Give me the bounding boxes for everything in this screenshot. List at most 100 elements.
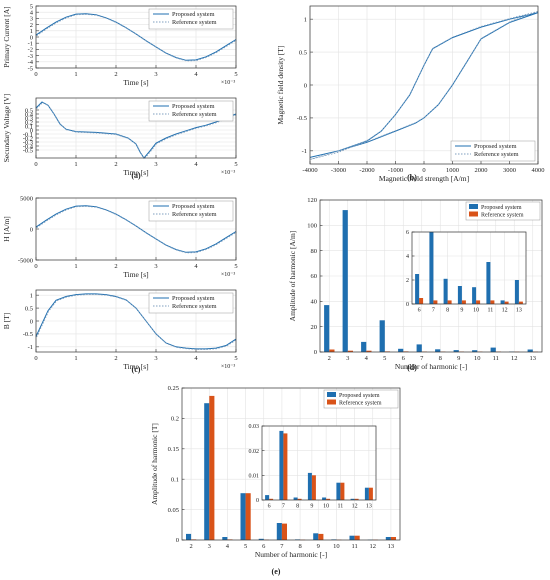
- y-tick-label: 0.2: [171, 416, 179, 423]
- bar-reference-h9: [461, 300, 466, 304]
- bar-proposed-h5: [379, 320, 385, 352]
- panel-label: (b): [407, 173, 417, 182]
- y-axis-label: B [T]: [2, 313, 11, 329]
- y-tick-label: -0.3: [23, 139, 33, 146]
- x-tick-label: 6: [418, 308, 421, 314]
- y-tick-label: 0: [30, 34, 33, 41]
- bar-proposed-h9: [453, 350, 459, 352]
- bar-reference-h5: [245, 493, 251, 540]
- x-scale-exponent: ×10⁻³: [221, 170, 236, 176]
- y-tick-label: -5000: [18, 257, 33, 264]
- bar-reference-h7: [281, 523, 287, 540]
- series-line-proposed: [35, 293, 237, 350]
- legend-box: [148, 200, 234, 222]
- x-tick-label: 8: [298, 543, 301, 550]
- y-tick-label: 0.02: [249, 449, 260, 455]
- x-tick-label: 2: [114, 355, 117, 362]
- y-axis-label: Secundary Voltage [V]: [2, 94, 11, 162]
- plot-frame: [319, 199, 543, 353]
- bar-reference-h8: [447, 300, 452, 304]
- x-tick-label: 10: [473, 308, 479, 314]
- x-scale-exponent: ×10⁻³: [221, 272, 236, 278]
- bar-proposed-h10: [322, 497, 327, 500]
- series-line-reference: [36, 13, 237, 62]
- bar-proposed-h8: [293, 497, 298, 500]
- legend-label: Reference system: [172, 111, 217, 118]
- x-tick-label: 6: [402, 355, 406, 362]
- y-tick-label: 1: [30, 292, 33, 299]
- bar-reference-h9: [311, 475, 316, 500]
- legend-label: Reference system: [172, 19, 217, 26]
- inset-area: [412, 232, 526, 304]
- bar-proposed-h9: [307, 472, 312, 500]
- y-tick-label: 0.03: [249, 424, 260, 430]
- legend-label: Reference system: [481, 212, 524, 219]
- x-tick-label: 13: [366, 504, 372, 510]
- bar-reference-h7: [433, 300, 438, 304]
- legend-label: Reference system: [172, 211, 217, 218]
- x-axis-label: Number of harmonic [-]: [395, 362, 467, 371]
- legend-box: [148, 8, 234, 30]
- series-line-reference: [36, 294, 237, 350]
- plot-frame: [181, 387, 401, 541]
- x-tick-label: -4000: [302, 167, 317, 174]
- y-tick-label: -4: [28, 59, 34, 66]
- bar-reference-h13: [368, 487, 373, 500]
- bar-reference-h6: [419, 298, 424, 304]
- bar-reference-h3: [347, 350, 353, 352]
- y-tick-label: -0.5: [297, 115, 307, 122]
- legend-label: Proposed system: [172, 103, 215, 110]
- x-tick-label: 8: [439, 355, 442, 362]
- inset-frame: [261, 425, 377, 501]
- y-tick-label: 120: [307, 197, 317, 204]
- y-tick-label: 0: [30, 318, 33, 325]
- x-tick-label: 11: [487, 308, 493, 314]
- legend-label: Reference system: [339, 400, 382, 407]
- y-tick-label: 4: [406, 254, 409, 260]
- bar-reference-h13: [390, 537, 396, 540]
- y-axis-label: Primary Current [A]: [2, 6, 11, 67]
- y-tick-label: -3: [28, 53, 33, 60]
- x-tick-label: 0: [34, 355, 37, 362]
- x-scale-exponent: ×10⁻³: [221, 364, 236, 370]
- y-tick-label: -5: [28, 65, 33, 72]
- x-tick-label: 5: [383, 355, 386, 362]
- y-axis-label: H [A/m]: [2, 216, 11, 242]
- x-tick-label: 11: [337, 504, 343, 510]
- x-tick-label: 11: [493, 355, 499, 362]
- y-tick-label: -1: [28, 344, 33, 351]
- y-tick-label: -0.2: [23, 135, 33, 142]
- y-tick-label: 1: [304, 16, 307, 23]
- bar-proposed-h7: [279, 430, 284, 500]
- x-tick-label: 3: [154, 161, 157, 168]
- y-tick-label: 0.5: [25, 107, 33, 114]
- y-tick-label: 0.15: [168, 446, 179, 453]
- bar-proposed-h9: [457, 286, 462, 304]
- series-line-reference: [36, 102, 237, 160]
- series-line-reference: [310, 10, 539, 160]
- legend-label: Proposed system: [172, 203, 215, 210]
- bar-proposed-h10: [472, 287, 477, 304]
- x-tick-label: 6: [262, 543, 266, 550]
- legend-box: [323, 389, 399, 409]
- y-axis-label: Magnetic field density [T]: [276, 46, 285, 125]
- x-tick-label: -1000: [388, 167, 403, 174]
- x-tick-label: 5: [234, 263, 237, 270]
- bar-proposed-h12: [350, 498, 355, 500]
- y-tick-label: 20: [311, 324, 318, 331]
- x-tick-label: 0: [34, 161, 37, 168]
- bar-proposed-h2: [186, 533, 192, 540]
- bar-reference-h8: [297, 498, 302, 500]
- y-tick-label: 0: [256, 498, 259, 504]
- bar-reference-h12: [354, 498, 359, 500]
- bar-reference-h10: [476, 300, 481, 304]
- x-tick-label: 13: [530, 355, 537, 362]
- x-tick-label: 5: [244, 543, 247, 550]
- legend-box: [465, 201, 541, 221]
- bar-proposed-h9: [313, 533, 319, 540]
- x-tick-label: 3000: [503, 167, 516, 174]
